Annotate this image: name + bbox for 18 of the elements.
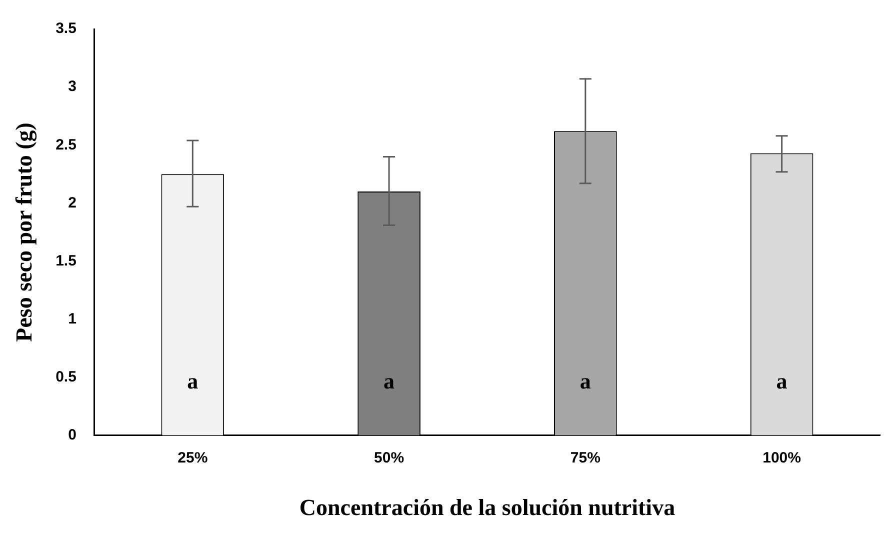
x-tick-label: 25% xyxy=(178,450,208,467)
y-axis-title: Peso seco por fruto (g) xyxy=(12,122,38,342)
y-tick-label: 2.5 xyxy=(56,136,76,154)
y-tick-label: 3.5 xyxy=(56,20,76,38)
y-tick-label: 2 xyxy=(68,194,76,212)
y-tick-label: 0.5 xyxy=(56,368,76,386)
annotation: a xyxy=(384,368,395,394)
y-tick-label: 1.5 xyxy=(56,252,76,270)
x-tick-label: 50% xyxy=(374,450,404,467)
annotation: a xyxy=(580,368,591,394)
y-tick-label: 0 xyxy=(68,426,76,444)
x-axis-title: Concentración de la solución nutritiva xyxy=(299,495,676,520)
x-tick-label: 75% xyxy=(570,450,600,467)
annotation: a xyxy=(187,368,198,394)
x-tick-label: 100% xyxy=(762,450,801,467)
y-tick-label: 3 xyxy=(68,78,76,96)
y-tick-label: 1 xyxy=(68,310,76,328)
annotation: a xyxy=(776,368,788,394)
